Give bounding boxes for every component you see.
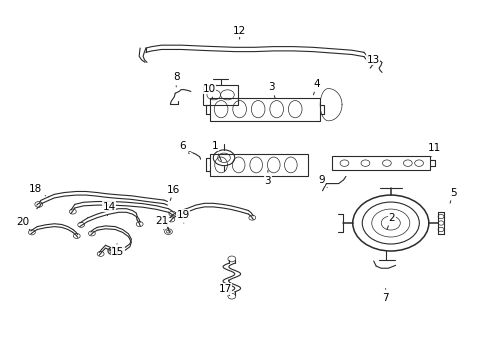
Text: 12: 12 (232, 26, 246, 39)
Text: 6: 6 (180, 140, 189, 154)
Bar (210, 154, 307, 176)
Text: 3: 3 (267, 82, 275, 99)
Text: 21: 21 (155, 216, 168, 230)
Text: 2: 2 (386, 213, 394, 229)
Bar (210, 98, 320, 121)
Text: 17: 17 (218, 280, 231, 294)
Text: 11: 11 (427, 143, 440, 157)
Bar (203, 85, 238, 105)
Text: 4: 4 (313, 79, 319, 95)
Text: 5: 5 (449, 188, 456, 203)
Text: 13: 13 (366, 54, 379, 68)
Text: 16: 16 (166, 185, 180, 201)
Text: 7: 7 (381, 289, 387, 303)
Text: 18: 18 (29, 184, 45, 196)
Text: 20: 20 (17, 217, 30, 230)
Bar (331, 156, 429, 170)
Text: 19: 19 (176, 210, 189, 223)
Text: 8: 8 (173, 72, 179, 87)
Text: 14: 14 (102, 202, 115, 216)
Text: 15: 15 (111, 244, 124, 257)
Text: 1: 1 (211, 141, 221, 161)
Text: 3: 3 (264, 170, 271, 186)
Text: 10: 10 (203, 84, 216, 99)
Text: 9: 9 (318, 175, 326, 188)
